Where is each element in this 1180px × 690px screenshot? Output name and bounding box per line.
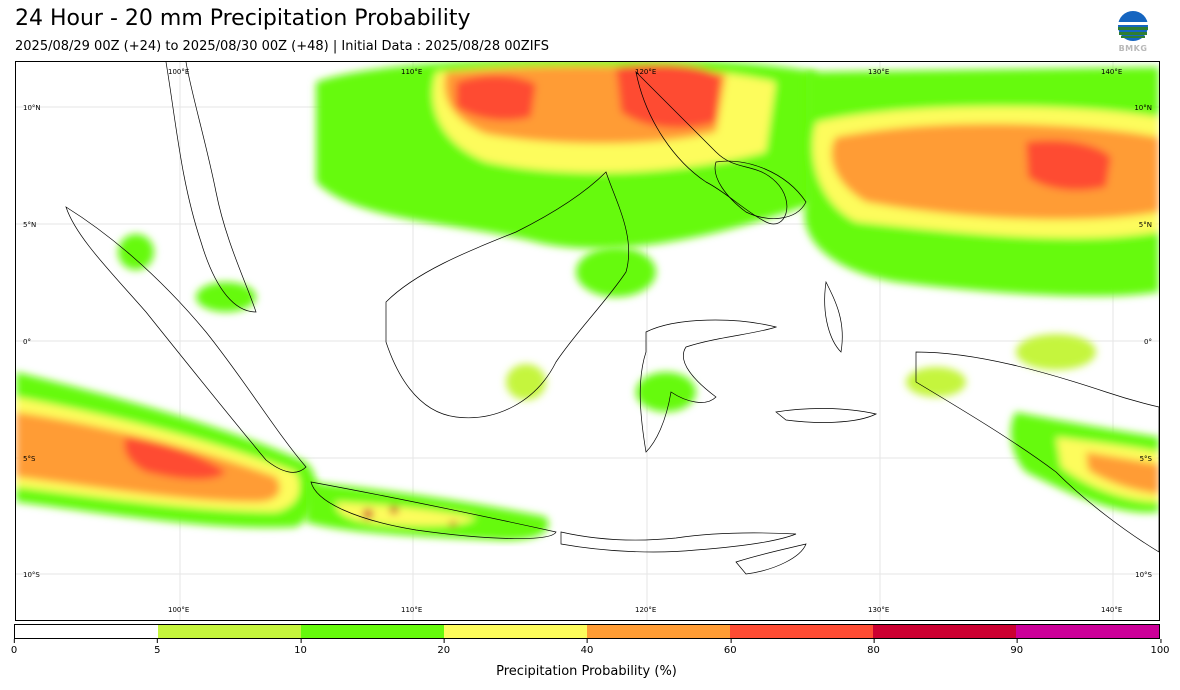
probability-field-north [316, 62, 816, 249]
probability-field-northeast [804, 67, 1159, 297]
lat-label-left: 5°N [23, 221, 36, 229]
colorbar-segment [730, 625, 873, 638]
colorbar-segment [15, 625, 158, 638]
colorbar-segment [1016, 625, 1159, 638]
lat-label-left: 10°N [23, 104, 41, 112]
lon-label-top: 110°E [401, 68, 422, 76]
lat-label-right: 10°N [1134, 104, 1152, 112]
colorbar-tick-label: 100 [1150, 639, 1170, 656]
lon-labels-bottom: 100°E 110°E 120°E 130°E 140°E [168, 606, 1122, 614]
lat-label-right: 5°S [1140, 455, 1153, 463]
colorbar-segment [587, 625, 730, 638]
colorbar-tick-label: 80 [867, 639, 880, 656]
timor-coast [735, 543, 807, 575]
precipitation-map: 100°E 110°E 120°E 130°E 140°E 100°E 110°… [15, 61, 1160, 621]
lat-label-right: 0° [1144, 338, 1152, 346]
lat-labels-left: 10°N 5°N 0° 5°S 10°S [23, 104, 41, 579]
colorbar [14, 624, 1160, 639]
lat-label-left: 0° [23, 338, 31, 346]
bmkg-logo: BMKG [1113, 10, 1153, 56]
colorbar-label: Precipitation Probability (%) [496, 664, 677, 679]
lon-label-bottom: 140°E [1101, 606, 1122, 614]
lon-label-top: 130°E [868, 68, 889, 76]
lat-label-left: 10°S [23, 571, 40, 579]
coastlines [65, 62, 1159, 575]
lon-label-bottom: 120°E [635, 606, 656, 614]
colorbar-tick-label: 20 [437, 639, 450, 656]
lat-label-right: 5°N [1139, 221, 1152, 229]
lon-label-bottom: 110°E [401, 606, 422, 614]
probability-field-papua [1010, 412, 1159, 513]
borneo-coast [385, 171, 630, 419]
logo-text: BMKG [1118, 44, 1148, 53]
nusa-tenggara-coast [560, 531, 797, 553]
colorbar-segment [158, 625, 301, 638]
colorbar-tick-label: 5 [154, 639, 160, 656]
probability-field-southwest [16, 372, 317, 528]
lon-label-bottom: 130°E [868, 606, 889, 614]
lon-label-top: 120°E [635, 68, 656, 76]
sulawesi-coast [639, 319, 778, 453]
colorbar-ticks: 0 5 10 20 40 60 80 90 100 [11, 639, 1170, 659]
colorbar-tick-label: 0 [11, 639, 17, 656]
scattered-cells [118, 234, 1096, 412]
lat-label-left: 5°S [23, 455, 36, 463]
colorbar-segment [301, 625, 444, 638]
lon-label-bottom: 100°E [168, 606, 189, 614]
buru-seram-coast [775, 408, 878, 423]
new-guinea-coast [915, 351, 1159, 553]
colorbar-segment [873, 625, 1016, 638]
lon-label-top: 100°E [168, 68, 189, 76]
lat-labels-right: 10°N 5°N 0° 5°S 10°S [1134, 104, 1152, 579]
chart-subtitle: 2025/08/29 00Z (+24) to 2025/08/30 00Z (… [15, 39, 550, 54]
philippines-coast [635, 70, 788, 225]
malay-peninsula-coast [165, 62, 257, 313]
lat-label-right: 10°S [1135, 571, 1152, 579]
sumatra-coast [65, 206, 307, 473]
lon-label-top: 140°E [1101, 68, 1122, 76]
colorbar-tick-label: 90 [1010, 639, 1023, 656]
colorbar-tick-label: 60 [724, 639, 737, 656]
colorbar-tick-label: 40 [581, 639, 593, 656]
colorbar-tick-label: 10 [294, 639, 307, 656]
lon-labels-top: 100°E 110°E 120°E 130°E 140°E [168, 68, 1122, 76]
mindanao-coast [714, 160, 807, 219]
java-coast [310, 481, 557, 539]
colorbar-segment [444, 625, 587, 638]
chart-title: 24 Hour - 20 mm Precipitation Probabilit… [15, 6, 471, 31]
halmahera-coast [824, 280, 843, 353]
